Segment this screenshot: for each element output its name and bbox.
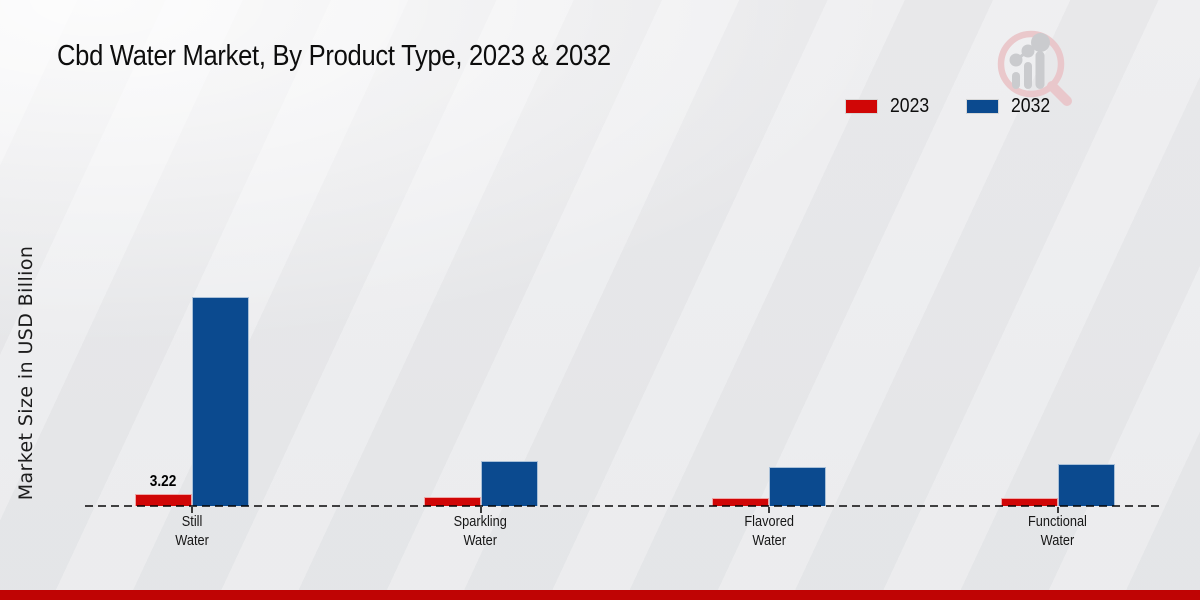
- chart-title: Cbd Water Market, By Product Type, 2023 …: [57, 40, 686, 73]
- x-axis-baseline: [85, 505, 1163, 507]
- legend-swatch-2023: [845, 99, 878, 114]
- market-research-future-logo-icon: [997, 30, 1072, 106]
- x-axis-tick-sparkling-water: [479, 507, 482, 513]
- value-label-2023-still-water: 3.22: [150, 472, 177, 490]
- legend-item-2023: 2023: [845, 95, 935, 118]
- bar-2032-flavored-water: [769, 467, 826, 506]
- legend-item-2032: 2032: [965, 95, 1056, 118]
- category-label-flavored-water: Flavored Water: [744, 514, 794, 549]
- x-axis-tick-functional-water: [1056, 507, 1059, 513]
- bar-2023-flavored-water: [712, 498, 769, 506]
- footer-red-band: [0, 590, 1200, 600]
- bar-2032-functional-water: [1057, 463, 1115, 506]
- bar-2023-still-water: [135, 493, 192, 506]
- legend: 2023 2032: [845, 95, 1055, 118]
- bar-2032-still-water: [192, 297, 249, 506]
- bar-2032-sparkling-water: [480, 461, 538, 506]
- bar-2023-sparkling-water: [423, 497, 481, 506]
- category-label-still-water: Still Water: [175, 514, 209, 549]
- legend-label-2032: 2032: [1010, 95, 1050, 117]
- legend-label-2023: 2023: [890, 95, 930, 117]
- category-label-sparkling-water: Sparkling Water: [453, 514, 508, 549]
- bar-2023-functional-water: [1000, 498, 1058, 506]
- category-label-functional-water: Functional Water: [1028, 514, 1087, 549]
- x-axis-tick-flavored-water: [768, 507, 770, 513]
- chart-title-text: Cbd Water Market, By Product Type, 2023 …: [57, 40, 611, 72]
- x-axis-tick-still-water: [191, 507, 193, 513]
- legend-swatch-2032: [965, 99, 999, 114]
